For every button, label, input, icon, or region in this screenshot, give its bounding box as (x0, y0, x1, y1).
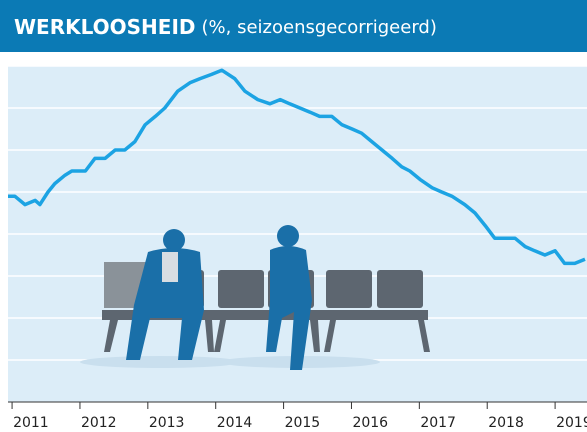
title-banner (0, 0, 587, 52)
x-tick-label: 2015 (285, 415, 321, 431)
x-tick-label: 2014 (217, 415, 253, 431)
x-tick-label: 2017 (420, 415, 456, 431)
x-tick-label: 2011 (13, 415, 49, 431)
line-series (8, 68, 586, 266)
x-tick-label: 2019 (556, 415, 587, 431)
chart-title: WERKLOOSHEID (14, 15, 196, 39)
x-tick-label: 2016 (352, 415, 388, 431)
chart-subtitle: (%, seizoensgecorrigeerd) (202, 17, 437, 38)
x-tick-label: 2012 (81, 415, 117, 431)
shadow (80, 356, 240, 368)
x-tick-label: 2013 (149, 415, 185, 431)
shirt (162, 252, 178, 282)
chart-title-group: WERKLOOSHEID (%, seizoensgecorrigeerd) (14, 15, 437, 39)
x-tick-label: 2018 (488, 415, 524, 431)
person (126, 225, 312, 370)
illustration (80, 225, 430, 370)
